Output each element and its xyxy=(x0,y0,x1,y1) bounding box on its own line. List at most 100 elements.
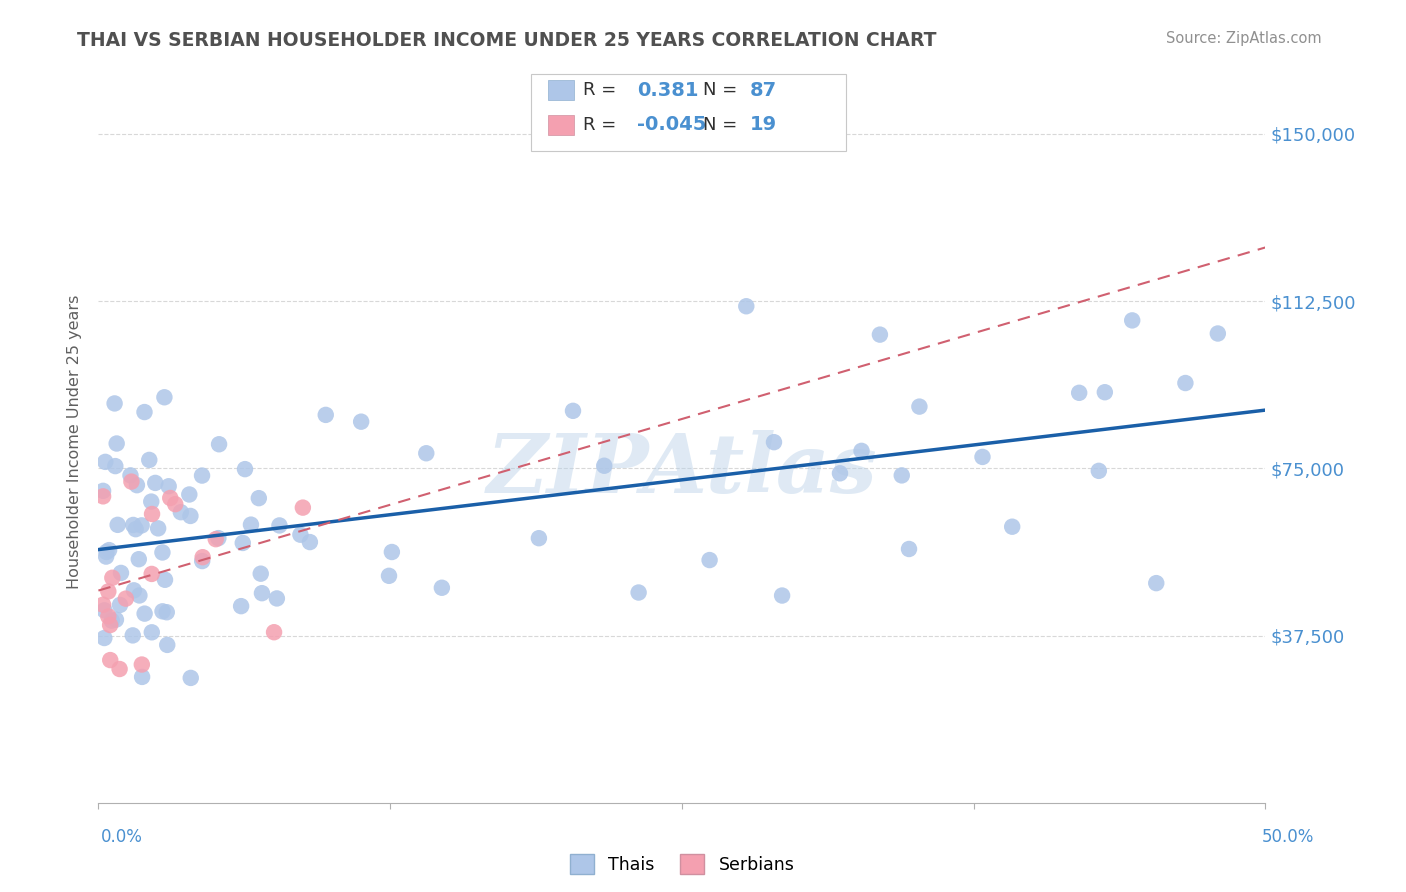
Text: 19: 19 xyxy=(749,115,776,135)
Point xyxy=(134,607,156,621)
Point xyxy=(94,549,117,564)
Point xyxy=(191,554,214,568)
Point xyxy=(699,553,721,567)
Point xyxy=(108,662,131,676)
Point xyxy=(562,404,585,418)
Point xyxy=(1088,464,1111,478)
Point xyxy=(120,475,142,489)
Point xyxy=(91,483,114,498)
Point xyxy=(104,459,127,474)
Point xyxy=(156,605,179,619)
Text: N =: N = xyxy=(703,81,737,99)
Text: -0.045: -0.045 xyxy=(637,115,706,135)
Point xyxy=(98,653,121,667)
Point xyxy=(1001,519,1024,533)
Point xyxy=(152,545,174,559)
Point xyxy=(143,475,166,490)
Point xyxy=(229,599,252,614)
Point xyxy=(91,598,114,612)
Point xyxy=(138,453,160,467)
Point xyxy=(191,468,214,483)
Point xyxy=(98,543,121,558)
Text: THAI VS SERBIAN HOUSEHOLDER INCOME UNDER 25 YEARS CORRELATION CHART: THAI VS SERBIAN HOUSEHOLDER INCOME UNDER… xyxy=(77,31,936,50)
Point xyxy=(298,535,321,549)
Point xyxy=(239,517,262,532)
Point xyxy=(91,489,114,503)
Point xyxy=(179,487,201,501)
Point xyxy=(315,408,337,422)
Point xyxy=(291,500,314,515)
Point xyxy=(94,455,117,469)
Text: R =: R = xyxy=(583,116,617,134)
Point xyxy=(1144,576,1167,591)
Point xyxy=(122,583,145,598)
Point xyxy=(159,491,181,505)
Point xyxy=(105,436,128,450)
Point xyxy=(381,545,404,559)
Text: 87: 87 xyxy=(749,80,776,100)
Text: 50.0%: 50.0% xyxy=(1263,828,1315,846)
Point xyxy=(290,527,312,541)
Point xyxy=(157,479,180,493)
Point xyxy=(430,581,453,595)
Point xyxy=(207,531,229,545)
Point xyxy=(165,497,187,511)
Point xyxy=(770,589,793,603)
Point xyxy=(93,631,115,645)
Point xyxy=(121,628,143,642)
Point xyxy=(1069,385,1091,400)
Text: Source: ZipAtlas.com: Source: ZipAtlas.com xyxy=(1166,31,1322,46)
Point xyxy=(153,573,176,587)
Point xyxy=(627,585,650,599)
Point xyxy=(114,591,136,606)
Point xyxy=(1206,326,1229,341)
Text: R =: R = xyxy=(583,81,617,99)
Point xyxy=(890,468,912,483)
Point xyxy=(898,541,921,556)
Point xyxy=(108,598,131,612)
Point xyxy=(851,443,873,458)
Point xyxy=(908,400,931,414)
Point xyxy=(1094,385,1116,400)
Point xyxy=(107,517,129,532)
Point xyxy=(104,613,127,627)
Point xyxy=(124,522,146,536)
Legend: Thais, Serbians: Thais, Serbians xyxy=(562,847,801,880)
Point xyxy=(153,390,176,404)
Point xyxy=(378,569,401,583)
Point xyxy=(762,435,785,450)
Point xyxy=(98,618,121,632)
Point xyxy=(208,437,231,451)
Point xyxy=(141,507,163,521)
Point xyxy=(131,670,153,684)
Point xyxy=(869,327,891,342)
Point xyxy=(593,458,616,473)
Point xyxy=(415,446,437,460)
Point xyxy=(128,589,150,603)
Point xyxy=(527,531,550,545)
Y-axis label: Householder Income Under 25 years: Householder Income Under 25 years xyxy=(67,294,83,589)
Text: 0.381: 0.381 xyxy=(637,80,699,100)
Point xyxy=(266,591,288,606)
Point xyxy=(131,657,153,672)
Point xyxy=(141,494,163,508)
Point xyxy=(191,550,214,565)
Point xyxy=(972,450,994,464)
Point xyxy=(269,518,291,533)
Text: 0.0%: 0.0% xyxy=(101,828,143,846)
Point xyxy=(1121,313,1143,327)
Point xyxy=(152,604,174,618)
Point xyxy=(204,532,226,546)
Point xyxy=(104,396,127,410)
Point xyxy=(93,603,115,617)
Point xyxy=(134,405,156,419)
Point xyxy=(146,521,169,535)
Point xyxy=(131,518,153,533)
Point xyxy=(110,566,132,580)
Point xyxy=(101,571,124,585)
Point xyxy=(232,536,254,550)
Point xyxy=(249,566,271,581)
Point xyxy=(100,614,122,628)
Text: N =: N = xyxy=(703,116,737,134)
Point xyxy=(180,671,202,685)
